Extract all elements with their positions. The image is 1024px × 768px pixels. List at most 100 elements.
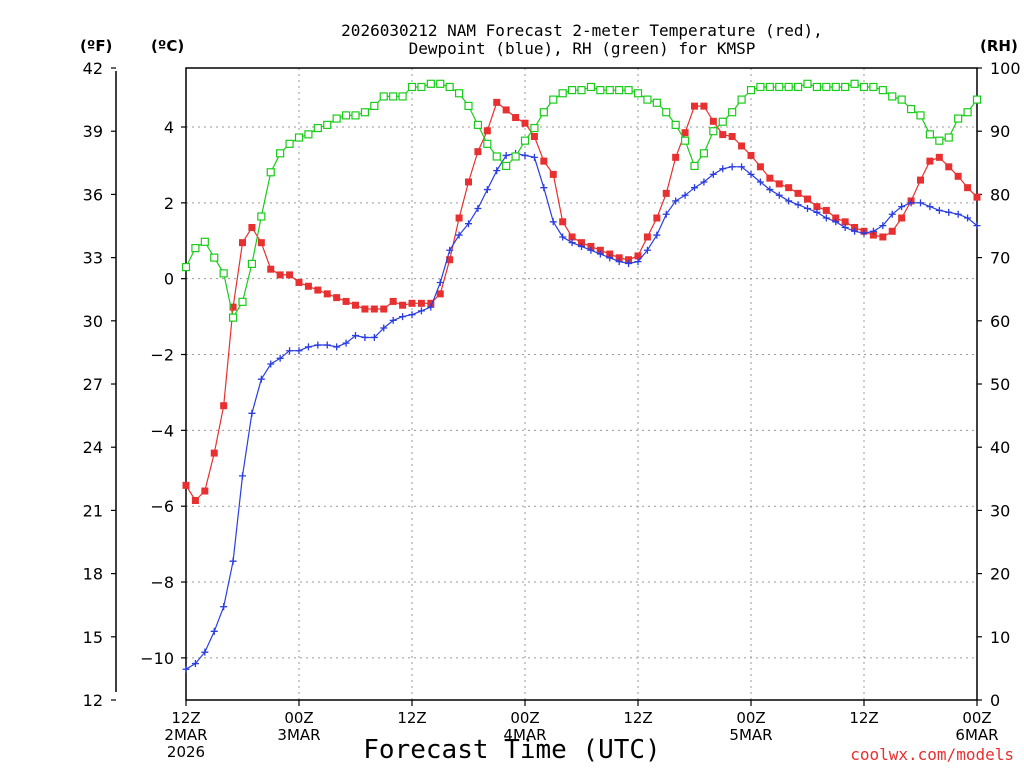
rh-tick-label: 50: [990, 375, 1010, 394]
rh-point: [539, 108, 548, 117]
dewpoint-point: [182, 665, 190, 673]
rh-point: [445, 82, 454, 92]
rh-point: [238, 297, 247, 306]
temperature-point: [804, 195, 811, 203]
dewpoint-point: [380, 324, 388, 332]
axes: [111, 67, 982, 706]
x-tick-label: 3MAR: [277, 726, 320, 744]
x-tick-label: 5MAR: [729, 726, 772, 744]
chart-title-line2: Dewpoint (blue), RH (green) for KMSP: [409, 39, 756, 58]
rh-point: [822, 82, 831, 92]
dewpoint-point: [860, 229, 868, 237]
dewpoint-point: [625, 260, 633, 268]
temperature-point: [455, 214, 463, 222]
temperature-point: [436, 290, 444, 298]
rh-point: [633, 89, 643, 98]
temperature-point: [643, 233, 651, 241]
dewpoint-point: [888, 210, 896, 218]
temperature-point: [691, 102, 698, 110]
dewpoint-point: [474, 205, 482, 213]
x-axis-label: Forecast Time (UTC): [363, 735, 660, 765]
rh-point: [756, 82, 765, 92]
temperature-point: [229, 303, 237, 311]
rh-point: [426, 79, 435, 88]
rh-point: [624, 86, 633, 95]
chart-title-line1: 2026030212 NAM Forecast 2-meter Temperat…: [341, 21, 823, 40]
rh-point: [181, 262, 191, 272]
x-tick-label: 12Z: [623, 709, 652, 727]
temperature-point: [191, 497, 199, 505]
dewpoint-point: [813, 208, 821, 216]
dewpoint-point: [643, 246, 651, 254]
rh-series: [181, 79, 982, 322]
x-tick-label: 12Z: [849, 709, 878, 727]
rh-tick-label: 90: [990, 122, 1010, 141]
rh-point: [793, 82, 803, 92]
rh-point: [454, 89, 464, 98]
temperature-point: [370, 305, 378, 313]
rh-point: [709, 127, 718, 136]
temperature-point: [917, 176, 924, 184]
dewpoint-point: [634, 258, 642, 266]
rh-point: [784, 82, 793, 92]
fahrenheit-tick-label: 24: [83, 438, 103, 457]
rh-point: [699, 149, 709, 158]
temperature-point: [549, 170, 557, 178]
temperature-point: [257, 239, 265, 247]
dewpoint-point: [841, 223, 849, 231]
temperature-point: [672, 153, 680, 161]
dewpoint-point: [286, 347, 294, 355]
dewpoint-point: [304, 343, 312, 351]
rh-point: [916, 111, 925, 120]
rh-point: [652, 98, 661, 107]
rh-tick-label: 100: [990, 59, 1021, 78]
dewpoint-point: [681, 191, 689, 199]
dewpoint-point: [964, 214, 972, 222]
temperature-point: [681, 129, 689, 137]
dewpoint-point: [766, 186, 774, 194]
rh-point: [859, 82, 869, 92]
temperature-point: [794, 189, 802, 197]
rh-point: [464, 101, 473, 111]
temperature-point: [474, 148, 482, 156]
fahrenheit-tick-label: 30: [83, 312, 103, 331]
temperature-point: [888, 227, 896, 235]
dewpoint-point: [747, 170, 755, 178]
rh-tick-label: 20: [990, 565, 1010, 584]
dewpoint-point: [483, 186, 491, 194]
rh-point: [935, 136, 944, 145]
dewpoint-point: [370, 333, 378, 341]
temperature-point: [389, 297, 397, 305]
temperature-point: [926, 157, 934, 165]
temperature-point: [964, 184, 972, 192]
rh-point: [586, 82, 596, 92]
dewpoint-point: [521, 151, 529, 159]
fahrenheit-tick-label: 15: [83, 628, 103, 647]
temperature-point: [267, 265, 275, 273]
temperature-point: [248, 223, 256, 231]
rh-point: [228, 313, 238, 322]
watermark: coolwx.com/models: [850, 745, 1014, 764]
celsius-tick-label: −2: [150, 346, 174, 365]
dewpoint-point: [267, 360, 275, 368]
temperature-point: [935, 153, 943, 161]
temperature-point: [879, 233, 887, 241]
temperature-point: [606, 250, 614, 258]
dewpoint-point: [229, 557, 237, 565]
celsius-tick-label: −10: [140, 649, 174, 668]
temperature-point: [342, 297, 350, 305]
rh-point: [671, 120, 680, 129]
celsius-unit-label: (ºC): [151, 37, 184, 55]
rh-point: [492, 152, 501, 161]
dewpoint-point: [465, 220, 472, 228]
fahrenheit-tick-label: 18: [83, 565, 103, 584]
dewpoint-point: [352, 332, 359, 340]
temperature-point: [973, 193, 981, 201]
rh-point: [304, 130, 313, 139]
temperature-point: [286, 271, 294, 279]
rh-point: [680, 136, 690, 145]
rh-point: [662, 108, 671, 117]
dewpoint-point: [907, 199, 915, 207]
temperature-point: [851, 223, 859, 231]
rh-point: [596, 86, 605, 95]
